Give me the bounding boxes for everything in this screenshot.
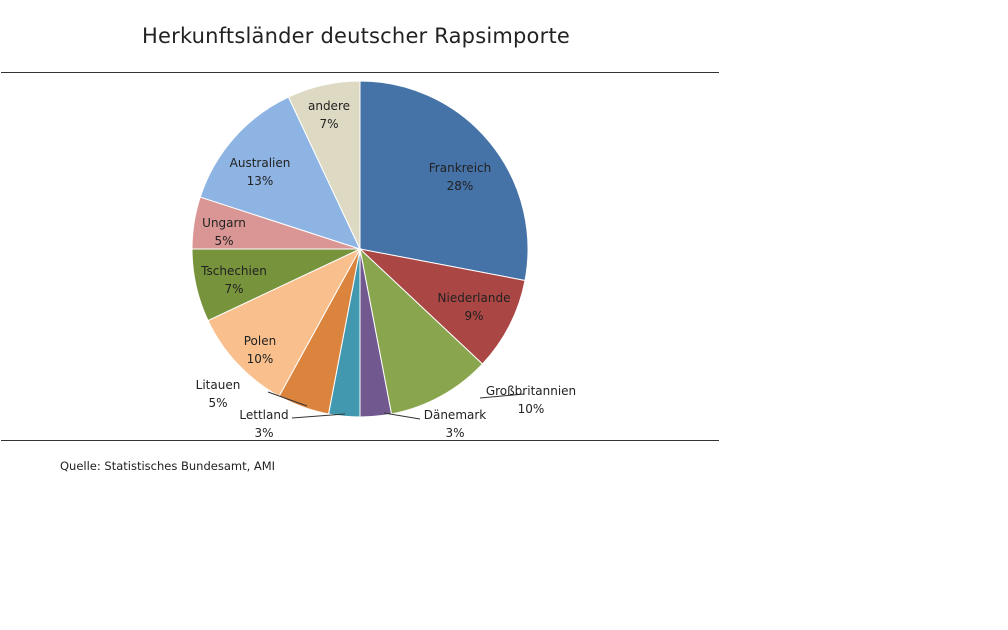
slice-label-niederlande: Niederlande	[438, 291, 511, 305]
slice-value-grossbritannien: 10%	[518, 402, 545, 416]
slice-label-frankreich: Frankreich	[429, 161, 491, 175]
slice-label-australien: Australien	[230, 156, 291, 170]
slice-label-grossbritannien: Großbritannien	[486, 384, 576, 398]
slice-value-danemark: 3%	[445, 426, 464, 440]
slice-label-tschechien: Tschechien	[200, 264, 267, 278]
slice-label-danemark: Dänemark	[424, 408, 487, 422]
leader-line-danemark	[383, 412, 421, 420]
slice-value-litauen: 5%	[208, 396, 227, 410]
leader-line-grossbritannien	[479, 393, 525, 399]
slice-label-andere: andere	[308, 99, 350, 113]
slice-value-frankreich: 28%	[447, 179, 474, 193]
slice-value-niederlande: 9%	[464, 309, 483, 323]
slice-value-ungarn: 5%	[214, 234, 233, 248]
slice-value-australien: 13%	[247, 174, 274, 188]
slice-label-polen: Polen	[244, 334, 276, 348]
slice-value-lettland: 3%	[254, 426, 273, 440]
pie-slice-niederlande	[358, 248, 526, 365]
leader-line-lettland	[291, 413, 346, 419]
bottom-divider	[1, 440, 719, 441]
slice-value-andere: 7%	[319, 117, 338, 131]
chart-title: Herkunftsländer deutscher Rapsimporte	[142, 24, 570, 48]
leader-line-litauen	[267, 391, 308, 407]
slice-label-litauen: Litauen	[196, 378, 241, 392]
slice-label-lettland: Lettland	[239, 408, 288, 422]
slice-value-polen: 10%	[247, 352, 274, 366]
slice-value-tschechien: 7%	[224, 282, 243, 296]
source-note: Quelle: Statistisches Bundesamt, AMI	[60, 459, 276, 473]
top-divider	[1, 72, 719, 73]
pie-slice-australien	[199, 96, 361, 250]
slice-label-ungarn: Ungarn	[202, 216, 246, 230]
pie-slice-andere	[287, 80, 361, 250]
pie-slice-grossbritannien	[359, 247, 484, 415]
pie-slice-frankreich	[359, 80, 529, 282]
